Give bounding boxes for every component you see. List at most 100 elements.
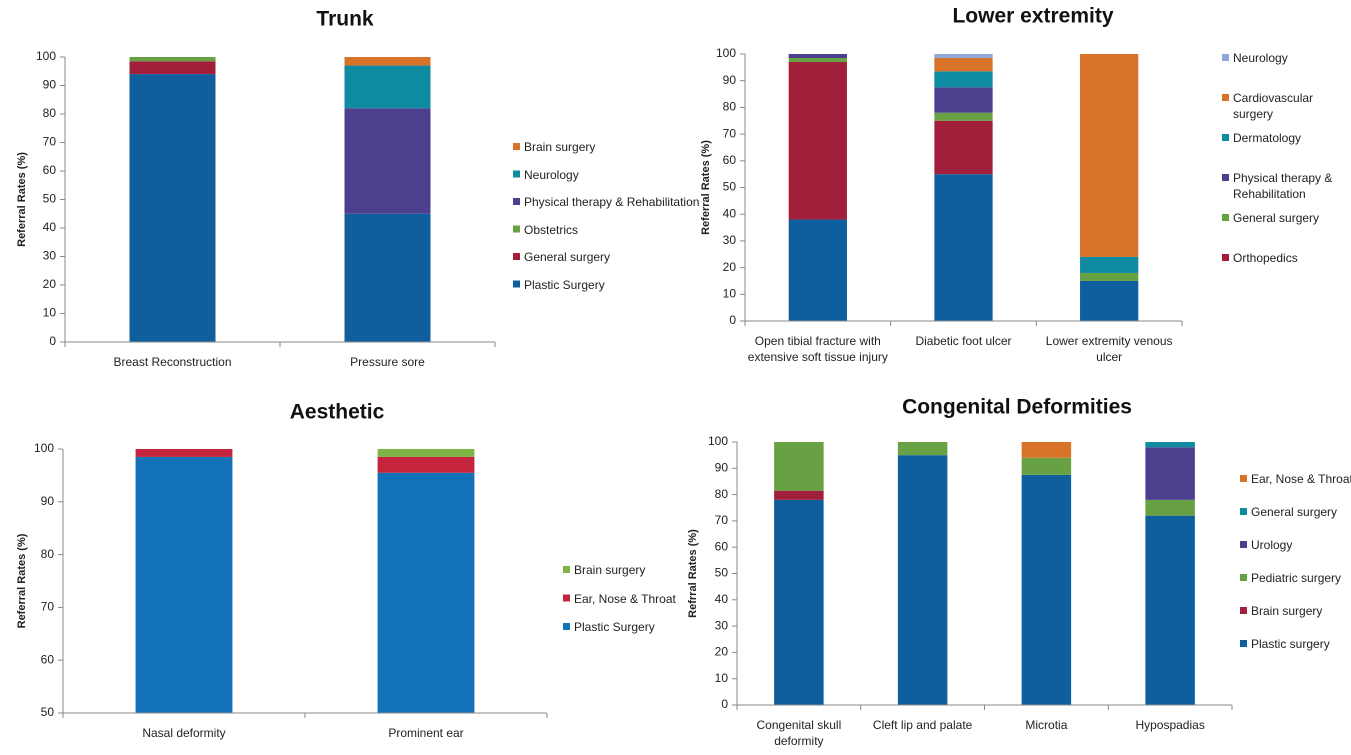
x-tick-label: Cleft lip and palate <box>872 718 973 732</box>
bar-segment <box>1145 515 1195 705</box>
legend-swatch <box>1222 174 1229 181</box>
legend-label: Obstetrics <box>524 222 579 237</box>
legend-label-box: Orthopedics <box>1233 251 1298 265</box>
y-tick-label: 50 <box>41 705 55 719</box>
legend-label-box: Brain surgery <box>1251 604 1323 618</box>
legend-label: Brain surgery <box>574 563 646 577</box>
y-tick-label: 60 <box>715 539 729 553</box>
bar-segment <box>934 54 993 59</box>
chart-title: Lower extremity <box>952 5 1113 28</box>
y-tick-label: 20 <box>723 260 737 274</box>
legend-label-box: Neurology <box>524 167 579 182</box>
bar-segment <box>1080 280 1139 321</box>
y-tick-label: 40 <box>715 592 729 606</box>
x-tick-label-box: Nasal deformity <box>142 726 225 740</box>
x-tick-label-box: Lower extremity venous ulcer <box>1046 334 1173 364</box>
chart-title: Trunk <box>316 8 373 31</box>
chart-title: Aesthetic <box>290 401 385 424</box>
legend-label-box: Plastic surgery <box>1251 637 1330 651</box>
bar-segment <box>344 65 431 109</box>
y-tick-label: 70 <box>715 513 729 527</box>
y-tick-label: 60 <box>723 153 737 167</box>
y-tick-label: 90 <box>43 78 57 92</box>
legend-label-box: General surgery <box>1233 211 1320 225</box>
x-tick-label-box: Hypospadias <box>1135 718 1204 732</box>
y-tick-label: 10 <box>723 286 737 300</box>
bar-segment <box>1145 442 1195 448</box>
x-tick-label: Microtia <box>1025 718 1068 732</box>
x-tick-label: Breast Reconstruction <box>113 355 232 369</box>
y-tick-label: 80 <box>41 547 55 561</box>
legend-label: General surgery <box>524 250 611 264</box>
y-axis-label: Referral Rates (%) <box>16 533 28 628</box>
bar-segment <box>934 58 993 72</box>
x-tick-label-box: Pressure sore <box>350 355 425 369</box>
legend-swatch <box>563 623 570 630</box>
legend-label: Cardiovascular surgery <box>1233 91 1314 121</box>
legend-swatch <box>1240 574 1247 581</box>
y-tick-label: 60 <box>43 163 57 177</box>
legend-swatch <box>513 225 520 233</box>
x-tick-label-box: Prominent ear <box>388 726 464 740</box>
legend-label-box: Physical therapy & Rehabilitation <box>1233 171 1332 201</box>
bar-segment <box>897 442 948 456</box>
bar-segment <box>788 58 847 63</box>
legend-label: Ear, Nose & Throat <box>574 591 676 606</box>
legend-label: Dermatology <box>1233 131 1302 145</box>
legend-label: Plastic Surgery <box>574 620 655 634</box>
y-tick-label: 70 <box>43 135 57 149</box>
bar-segment <box>344 108 431 214</box>
y-tick-label: 100 <box>36 49 56 63</box>
y-tick-label: 20 <box>43 277 57 291</box>
bar-segment <box>774 490 824 500</box>
y-tick-label: 20 <box>715 645 729 659</box>
legend-label-box: Ear, Nose & Throat <box>574 591 676 606</box>
x-tick-label-box: Breast Reconstruction <box>113 355 232 369</box>
legend-swatch <box>1222 134 1229 141</box>
x-tick-label-box: Diabetic foot ulcer <box>915 334 1012 348</box>
legend-label: Plastic surgery <box>1251 637 1330 651</box>
legend-label: Brain surgery <box>524 140 596 154</box>
y-tick-label: 50 <box>723 180 737 194</box>
legend-label-box: General surgery <box>1251 505 1338 519</box>
y-tick-label: 90 <box>41 494 55 508</box>
bar-segment <box>788 219 847 321</box>
bar-segment <box>1080 256 1139 273</box>
bar-segment <box>934 174 993 321</box>
legend-label: General surgery <box>1251 505 1338 519</box>
legend-swatch <box>1222 214 1229 221</box>
legend-swatch <box>1240 607 1247 614</box>
legend-swatch <box>513 280 520 288</box>
legend-label-box: Physical therapy & Rehabilitation <box>524 195 699 209</box>
bar-segment <box>774 442 824 491</box>
legend-swatch <box>513 143 520 150</box>
y-tick-label: 40 <box>723 206 737 220</box>
y-tick-label: 30 <box>715 618 729 632</box>
bar-segment <box>774 499 824 705</box>
legend-swatch <box>563 594 570 602</box>
bar-segment <box>135 449 233 457</box>
bar-segment <box>1145 499 1195 516</box>
y-tick-label: 80 <box>723 100 737 114</box>
bar-segment <box>934 87 993 113</box>
y-tick-label: 0 <box>49 334 56 348</box>
legend-label-box: Urology <box>1251 538 1292 552</box>
y-tick-label: 80 <box>715 487 729 501</box>
legend-label-box: Brain surgery <box>524 140 596 154</box>
x-tick-label: Diabetic foot ulcer <box>915 334 1012 348</box>
y-tick-label: 10 <box>715 671 729 685</box>
y-tick-label: 70 <box>41 600 55 614</box>
legend-label: Neurology <box>524 167 579 182</box>
bar-segment <box>377 456 475 473</box>
legend-label: Orthopedics <box>1233 251 1298 265</box>
bar-segment <box>897 455 948 705</box>
bar-segment <box>1145 447 1195 500</box>
legend-label-box: Obstetrics <box>524 222 579 237</box>
y-axis-label: Referral Rates (%) <box>700 140 712 235</box>
legend-label: Brain surgery <box>1251 604 1323 618</box>
x-tick-label: Prominent ear <box>388 726 464 740</box>
chart-title: Congenital Deformities <box>902 396 1132 419</box>
bar-segment <box>1021 457 1072 475</box>
legend-label: General surgery <box>1233 211 1320 225</box>
